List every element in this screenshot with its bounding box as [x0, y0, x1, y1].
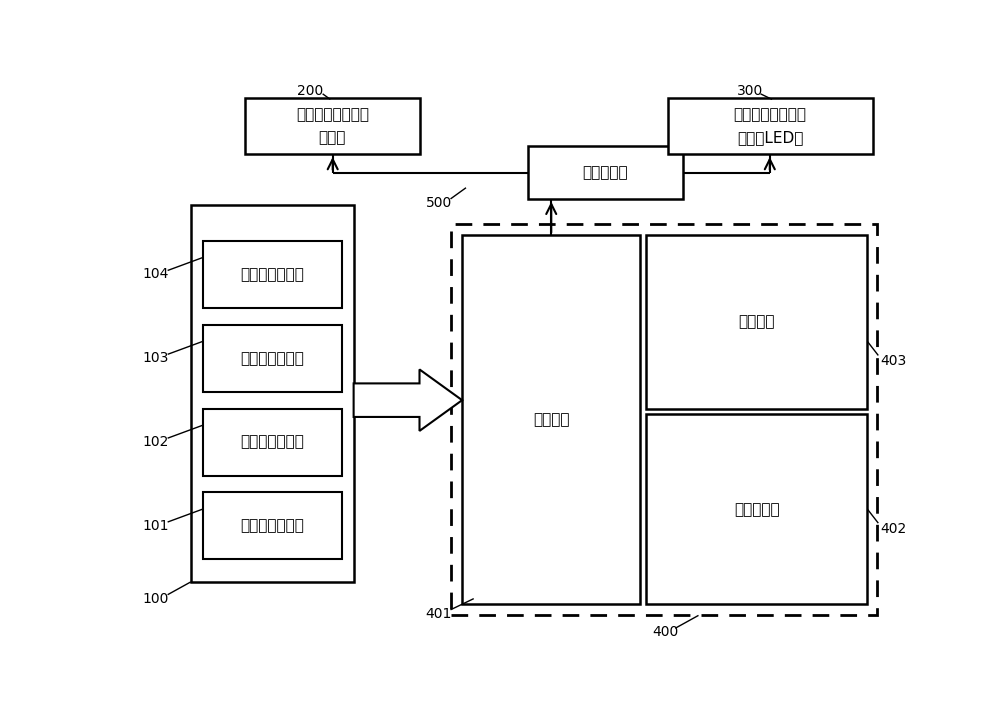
Text: 第三视频检测器: 第三视频检测器 [240, 351, 304, 366]
Bar [202, 325, 342, 392]
Bar [646, 414, 867, 604]
Text: 104: 104 [142, 267, 168, 282]
Text: 匝道路侧交通诱导
带上的LED屏: 匝道路侧交通诱导 带上的LED屏 [734, 107, 807, 145]
Text: 300: 300 [737, 84, 764, 98]
Text: 403: 403 [881, 354, 907, 368]
Text: 无线路由器: 无线路由器 [583, 165, 628, 180]
Text: 微控制器: 微控制器 [533, 412, 570, 427]
Bar [202, 241, 342, 308]
Text: 101: 101 [142, 519, 169, 533]
Text: 401: 401 [426, 607, 452, 621]
Text: 102: 102 [142, 435, 168, 449]
Bar [202, 409, 342, 476]
Bar [191, 205, 354, 582]
Text: 402: 402 [881, 522, 907, 536]
FancyArrow shape [354, 370, 462, 431]
Bar [202, 492, 342, 560]
Bar [528, 146, 683, 199]
Text: 通信模块: 通信模块 [738, 314, 775, 330]
Text: 100: 100 [142, 592, 168, 605]
Bar [668, 98, 873, 154]
Text: 第四视频检测器: 第四视频检测器 [240, 267, 304, 282]
Text: 第二视频检测器: 第二视频检测器 [240, 435, 304, 449]
Bar [245, 98, 420, 154]
Text: 103: 103 [142, 351, 168, 365]
Text: 200: 200 [297, 84, 323, 98]
Text: 匝道路侧交通信息
提示屏: 匝道路侧交通信息 提示屏 [296, 107, 369, 145]
Text: 视频采集卡: 视频采集卡 [734, 502, 779, 517]
Text: 第一视频检测器: 第一视频检测器 [240, 518, 304, 534]
Bar [462, 235, 640, 604]
Text: 400: 400 [652, 625, 678, 639]
Text: 500: 500 [426, 196, 452, 210]
Bar [450, 224, 877, 616]
Bar [646, 235, 867, 409]
